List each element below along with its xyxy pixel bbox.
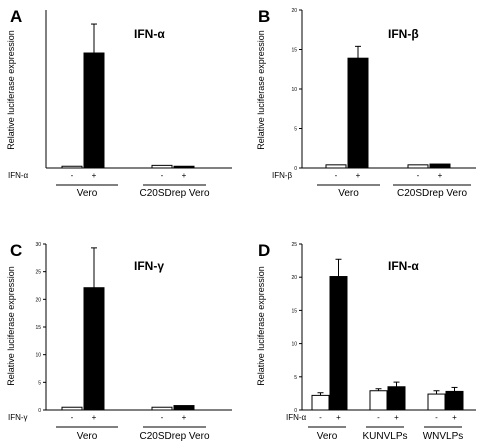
y-tick-label: 15 (291, 48, 297, 54)
treatment-sign: - (435, 413, 438, 422)
y-axis-label: Relative luciferase expression (6, 266, 16, 386)
y-axis-label: Relative luciferase expression (256, 266, 266, 386)
panel-d: D IFN-α 0 5 10 15 20 25 Relative luciferase ex… (256, 241, 476, 442)
bar (151, 406, 173, 411)
y-tick-label: 0 (294, 408, 297, 414)
bar (61, 165, 83, 169)
group-label: C20SDrep Vero (139, 188, 209, 199)
y-tick-label: 5 (38, 380, 41, 386)
treatment-sign: + (452, 413, 457, 422)
y-tick-label: 15 (291, 308, 297, 314)
bar (369, 390, 388, 411)
group-label: KUNVLPs (362, 431, 407, 442)
bar (173, 405, 195, 411)
treatment-sign: + (92, 413, 97, 422)
treatment-sign: - (335, 171, 338, 180)
bar (427, 393, 446, 411)
y-tick-label: 0 (294, 166, 297, 172)
group-label: Vero (338, 188, 359, 199)
y-tick-label: 10 (35, 353, 41, 359)
bar (347, 57, 369, 169)
panel-letter: C (10, 241, 22, 260)
y-tick-label: 20 (291, 8, 297, 14)
bar (325, 164, 347, 169)
y-tick-label: 10 (291, 342, 297, 348)
treatment-label: IFN-β (272, 171, 293, 180)
treatment-label: IFN-γ (8, 413, 28, 422)
treatment-sign: + (394, 413, 399, 422)
treatment-sign: - (71, 413, 74, 422)
treatment-label: IFN-α (8, 171, 29, 180)
panel-letter: A (10, 7, 22, 26)
panel-a: A IFN-α Relative luciferase expression - +… (6, 7, 232, 199)
bar (445, 390, 464, 411)
group-label: Vero (317, 431, 338, 442)
group-label: Vero (77, 188, 98, 199)
treatment-sign: - (417, 171, 420, 180)
bar (311, 394, 330, 411)
treatment-sign: - (71, 171, 74, 180)
treatment-sign: - (161, 413, 164, 422)
y-tick-label: 5 (294, 127, 297, 133)
y-tick-label: 25 (291, 242, 297, 248)
group-label: WNVLPs (423, 431, 464, 442)
treatment-sign: - (377, 413, 380, 422)
treatment-sign: - (319, 413, 322, 422)
group-label: Vero (77, 431, 98, 442)
panel-title: IFN-γ (134, 259, 164, 273)
treatment-sign: + (438, 171, 443, 180)
group-label: C20SDrep Vero (397, 188, 467, 199)
panel-title: IFN-β (388, 27, 419, 41)
bar (387, 386, 406, 411)
panel-letter: B (258, 7, 270, 26)
group-label: C20SDrep Vero (139, 431, 209, 442)
treatment-sign: + (92, 171, 97, 180)
bar (83, 52, 105, 169)
y-tick-label: 25 (35, 270, 41, 276)
y-tick-label: 20 (35, 297, 41, 303)
y-tick-label: 15 (35, 325, 41, 331)
panel-title: IFN-α (134, 27, 165, 41)
treatment-sign: + (356, 171, 361, 180)
treatment-sign: - (161, 171, 164, 180)
treatment-sign: + (336, 413, 341, 422)
bar (83, 287, 105, 411)
y-tick-label: 20 (291, 275, 297, 281)
treatment-sign: + (182, 171, 187, 180)
bar (151, 164, 173, 169)
bar (407, 164, 429, 169)
treatment-sign: + (182, 413, 187, 422)
panel-title: IFN-α (388, 259, 419, 273)
y-tick-label: 0 (38, 408, 41, 414)
bar (429, 163, 451, 169)
panel-letter: D (258, 241, 270, 260)
y-tick-label: 30 (35, 242, 41, 248)
bar (329, 276, 348, 411)
panel-c: C IFN-γ 0 5 10 15 20 25 30 Relative luciferase … (6, 241, 232, 442)
panel-b: B IFN-β 0 5 10 15 20 Relative luciferase expr… (256, 7, 476, 199)
y-tick-label: 10 (291, 87, 297, 93)
y-axis-label: Relative luciferase expression (6, 30, 16, 150)
y-tick-label: 5 (294, 375, 297, 381)
bar (173, 165, 195, 169)
y-axis-label: Relative luciferase expression (256, 30, 266, 150)
bar (61, 406, 83, 411)
treatment-label: IFN-α (286, 413, 307, 422)
